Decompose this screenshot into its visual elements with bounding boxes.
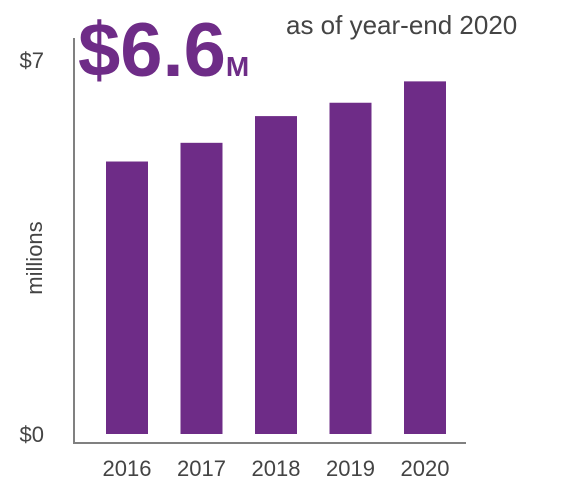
y-tick-label-7: $7 <box>20 48 44 73</box>
subtitle: as of year-end 2020 <box>286 10 517 40</box>
bars-group <box>106 81 446 435</box>
bar-2020 <box>404 81 446 434</box>
bar-2017 <box>180 142 223 435</box>
x-tick-label-2016: 2016 <box>103 456 152 481</box>
x-tick-labels: 2016 2017 2018 2019 2020 <box>103 456 450 481</box>
bar-2016 <box>106 161 148 434</box>
headline-unit: M <box>226 51 249 82</box>
bar-2018 <box>255 116 297 434</box>
bar-2019 <box>329 102 372 434</box>
x-tick-label-2019: 2019 <box>326 456 375 481</box>
y-tick-labels: $0 $7 <box>20 48 44 447</box>
x-tick-label-2020: 2020 <box>401 456 450 481</box>
headline-value: $6.6M <box>78 8 249 93</box>
headline-amount: $6.6 <box>78 8 226 93</box>
y-tick-label-0: $0 <box>20 422 44 447</box>
x-tick-label-2017: 2017 <box>177 456 226 481</box>
y-axis-label: millions <box>22 221 47 294</box>
x-tick-label-2018: 2018 <box>252 456 301 481</box>
